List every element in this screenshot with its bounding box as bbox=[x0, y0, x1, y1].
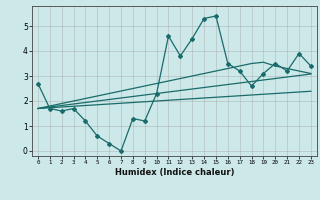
X-axis label: Humidex (Indice chaleur): Humidex (Indice chaleur) bbox=[115, 168, 234, 177]
